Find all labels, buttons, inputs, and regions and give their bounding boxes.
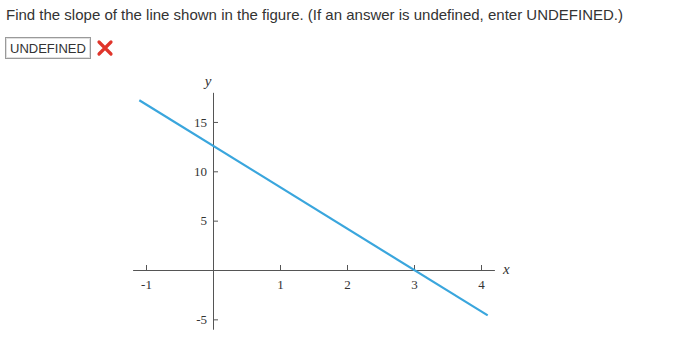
- y-tick-label: 10: [194, 164, 207, 179]
- x-tick-label: 4: [478, 277, 485, 292]
- x-tick-mark: [146, 265, 147, 270]
- y-tick-mark: [213, 122, 218, 123]
- plot-area: [139, 100, 487, 315]
- x-tick: -1: [141, 265, 152, 292]
- wrong-icon: [96, 39, 114, 57]
- chart: -1 1 2 3 4 -5 5 10 15 y x: [0, 0, 700, 338]
- x-tick: 2: [344, 265, 351, 292]
- x-tick-mark: [481, 265, 482, 270]
- y-tick-mark: [213, 221, 218, 222]
- y-tick-mark: [213, 171, 218, 172]
- y-tick: 10: [194, 164, 218, 179]
- data-line: [139, 100, 487, 315]
- wrong-mark: [99, 42, 111, 54]
- answer-row: UNDEFINED: [5, 36, 114, 60]
- x-tick-label: 3: [411, 277, 418, 292]
- x-axis-line: [133, 270, 495, 271]
- y-tick: 5: [201, 213, 219, 228]
- x-tick-label: -1: [141, 277, 152, 292]
- y-axis: -5 5 10 15: [194, 93, 218, 330]
- y-tick-label: -5: [196, 312, 207, 327]
- y-axis-line: [213, 93, 214, 330]
- y-axis-label: y: [203, 73, 212, 89]
- x-axis: -1 1 2 3 4: [133, 265, 495, 292]
- y-tick-label: 15: [194, 115, 207, 130]
- question: Find the slope of the line shown in the …: [6, 6, 623, 23]
- y-tick-mark: [213, 319, 218, 320]
- x-tick: 1: [277, 265, 284, 292]
- x-tick-mark: [347, 265, 348, 270]
- y-tick: 15: [194, 115, 218, 130]
- x-tick: 4: [478, 265, 485, 292]
- y-tick-label: 5: [201, 213, 208, 228]
- x-tick-label: 1: [277, 277, 284, 292]
- y-tick: -5: [196, 312, 218, 327]
- answer-input[interactable]: UNDEFINED: [5, 37, 91, 59]
- x-tick-label: 2: [344, 277, 351, 292]
- x-axis-label: x: [502, 261, 510, 277]
- x-tick-mark: [280, 265, 281, 270]
